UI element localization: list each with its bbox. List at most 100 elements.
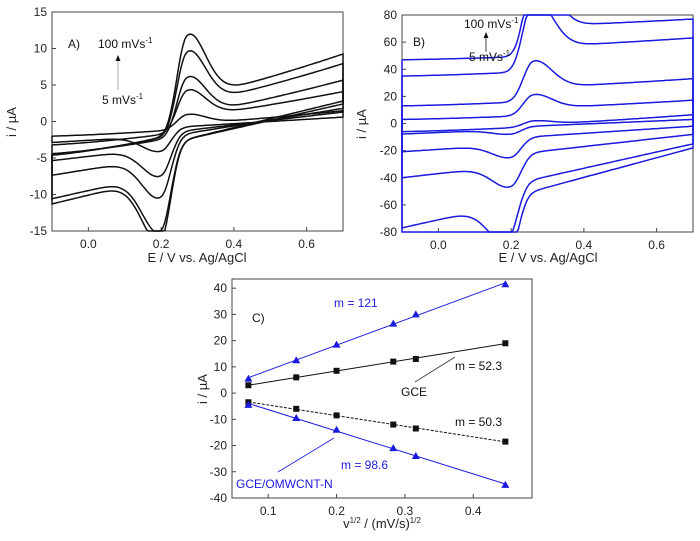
- y-tick-label: -60: [380, 198, 398, 212]
- x-tick-label: 0.4: [465, 504, 482, 518]
- panel-b: 0.0 0.2 0.4 0.6 80 60 40 20 0 -20 -40 -60 -80: [380, 8, 694, 252]
- cv-curve-40-mv-s: [51, 75, 344, 199]
- omwcnt-label: GCE/OMWCNT-N: [236, 477, 333, 491]
- y-tick-label: 0: [390, 117, 397, 131]
- data-point-square: [412, 355, 419, 362]
- x-tick-label: 0.4: [576, 238, 593, 252]
- cv-curve-80-mv-s: [51, 50, 344, 232]
- data-point-triangle: [501, 280, 510, 288]
- y-tick-label: 5: [40, 78, 47, 92]
- slope-label-gce-anodic: m = 52.3: [455, 359, 502, 373]
- data-point-square: [502, 340, 509, 347]
- data-point-square: [245, 382, 252, 389]
- data-point-triangle: [411, 452, 420, 460]
- y-tick-label: -20: [380, 144, 398, 158]
- fit-line: [248, 402, 506, 485]
- cv-curve-5-mv-s: [401, 114, 694, 136]
- y-tick-label: -20: [210, 439, 228, 453]
- y-tick-label: 20: [214, 334, 228, 348]
- y-tick-label: 10: [34, 42, 48, 56]
- y-tick-label: -5: [36, 151, 47, 165]
- panel-c-ylabel: i / µA: [195, 374, 210, 404]
- y-tick-label: 30: [214, 307, 228, 321]
- slope-label-gce-cathodic: m = 50.3: [455, 415, 502, 429]
- data-point-square: [333, 412, 340, 419]
- x-tick-label: 0.3: [397, 504, 414, 518]
- data-point-triangle: [292, 414, 301, 422]
- panel-b-ylabel: i / µA: [354, 109, 369, 139]
- data-point-triangle: [292, 356, 301, 364]
- panel-c-label: C): [252, 311, 265, 325]
- panel-c-xlabel: v1/2 / (mV/s)1/2: [343, 516, 421, 531]
- panel-b-arrowhead: [483, 32, 489, 38]
- slope-label-omwcnt-cathodic: m = 98.6: [341, 458, 388, 472]
- panel-b-xlabel: E / V vs. Ag/AgCl: [499, 250, 598, 265]
- panel-a-high-rate: 100 mVs-1: [98, 36, 153, 51]
- y-tick-label: 60: [384, 35, 398, 49]
- x-tick-label: 0.2: [153, 237, 170, 251]
- x-tick-label: 0.2: [328, 504, 345, 518]
- data-point-square: [390, 358, 397, 365]
- data-point-triangle: [501, 480, 510, 488]
- panel-a-ylabel: i / µA: [4, 107, 19, 137]
- data-point-square: [412, 425, 419, 432]
- y-tick-label: 40: [384, 62, 398, 76]
- fit-line: [248, 401, 506, 443]
- x-tick-label: 0.0: [80, 237, 97, 251]
- cv-curve-5-mv-s: [51, 109, 344, 153]
- y-tick-label: -40: [210, 491, 228, 505]
- y-tick-label: -10: [30, 188, 48, 202]
- slope-label-omwcnt-anodic: m = 121: [334, 296, 378, 310]
- gce-label: GCE: [401, 385, 427, 399]
- gce-arrow: [414, 356, 456, 383]
- x-tick-label: 0.2: [503, 238, 520, 252]
- data-point-triangle: [332, 425, 341, 433]
- plot-frame: [231, 278, 533, 499]
- y-tick-label: 10: [214, 360, 228, 374]
- plot-frame: [51, 11, 344, 232]
- cv-curve-100-mv-s: [401, 14, 694, 233]
- x-tick-label: 0.0: [430, 238, 447, 252]
- x-tick-label: 0.4: [226, 237, 243, 251]
- panel-b-low-rate: 5 mVs-1: [469, 49, 511, 64]
- panel-a-label: A): [68, 37, 80, 51]
- panel-c: 0.1 0.2 0.3 0.4 40 30 20 10 0 -10 -20 -30 -40: [210, 278, 533, 518]
- data-point-square: [333, 367, 340, 374]
- data-point-triangle: [389, 319, 398, 327]
- y-tick-label: -15: [30, 224, 48, 238]
- y-tick-label: 0: [220, 386, 227, 400]
- y-tick-label: -10: [210, 412, 228, 426]
- y-tick-label: 20: [384, 89, 398, 103]
- y-tick-label: -40: [380, 171, 398, 185]
- panel-a-xlabel: E / V vs. Ag/AgCl: [148, 250, 247, 265]
- data-point-triangle: [244, 374, 253, 382]
- panel-a-arrowhead: [115, 55, 121, 61]
- panel-b-high-rate: 100 mVs-1: [464, 16, 519, 31]
- y-tick-label: 0: [40, 115, 47, 129]
- panel-b-label: B): [413, 35, 425, 49]
- x-tick-label: 0.6: [648, 238, 665, 252]
- data-point-triangle: [332, 340, 341, 348]
- y-tick-label: -80: [380, 225, 398, 239]
- fit-line: [248, 343, 506, 386]
- y-tick-label: 80: [384, 8, 398, 22]
- panel-a-low-rate: 5 mVs-1: [102, 92, 144, 107]
- cv-curve-80-mv-s: [401, 14, 694, 233]
- x-tick-label: 0.6: [298, 237, 315, 251]
- y-tick-label: -30: [210, 465, 228, 479]
- data-point-triangle: [411, 310, 420, 318]
- fit-line: [248, 282, 506, 379]
- data-point-square: [502, 438, 509, 445]
- cv-curve-40-mv-s: [401, 59, 694, 188]
- data-point-square: [293, 405, 300, 412]
- data-point-square: [293, 374, 300, 381]
- x-tick-label: 0.1: [260, 504, 277, 518]
- y-tick-label: 15: [34, 5, 48, 19]
- y-tick-label: 40: [214, 281, 228, 295]
- data-point-square: [390, 421, 397, 428]
- data-point-triangle: [389, 444, 398, 452]
- plot-frame: [401, 14, 694, 233]
- cv-curve-100-mv-s: [51, 33, 344, 232]
- panel-a: 0.0 0.2 0.4 0.6 15 10 5 0 -5 -10 -15: [30, 5, 344, 251]
